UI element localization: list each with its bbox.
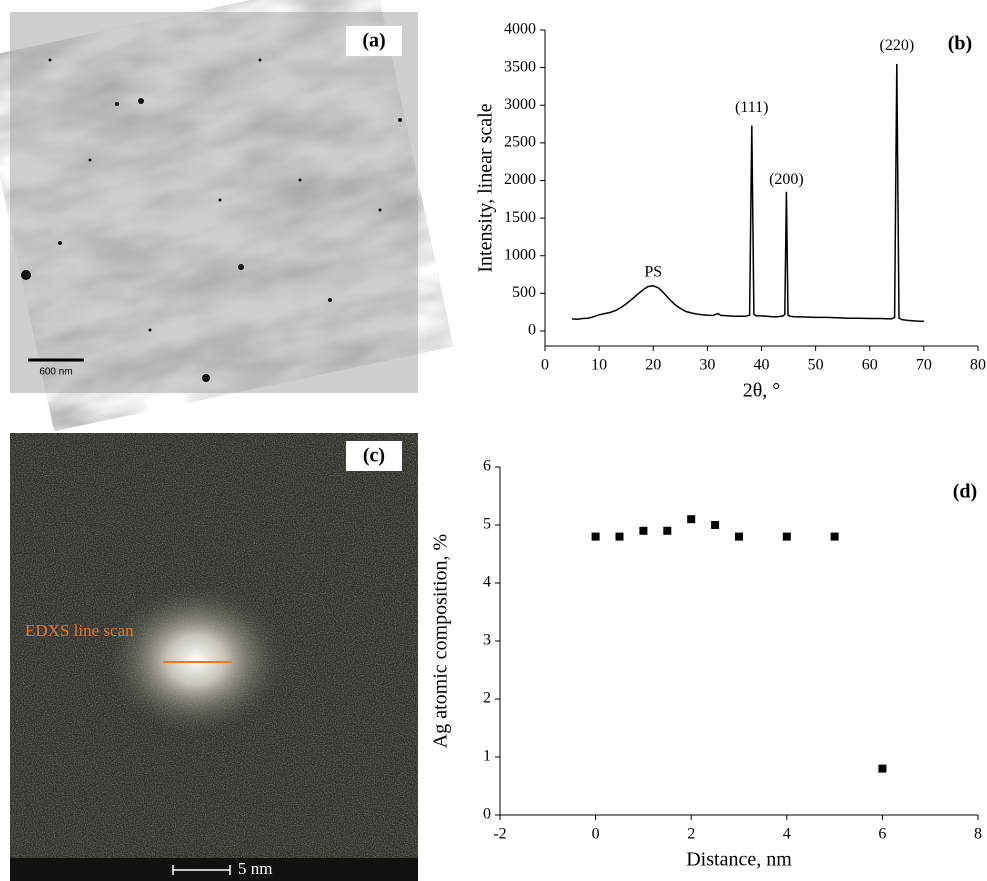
x-axis-title: 2θ, ° [743,380,781,402]
data-line [572,63,924,322]
y-tick-label: 3 [483,632,491,649]
scale-bar-label: 600 nm [39,367,72,378]
data-point [663,526,672,535]
y-tick-label: 2500 [504,134,536,151]
annotation: (200) [769,171,804,188]
y-axis-title: Intensity, linear scale [475,103,497,272]
x-tick-label: 4 [783,826,791,843]
y-tick-label: 0 [483,806,491,823]
y-tick-label: 4000 [504,21,536,38]
image-a: (a) 600 nm [0,0,454,432]
data-point [615,532,624,541]
y-tick-label: 1 [483,748,491,765]
scale-bar-label: 5 nm [238,859,272,878]
panel-label: (d) [953,481,977,503]
panel-label: (b) [948,33,972,55]
annotation: EDXS line scan [25,621,134,640]
data-point [591,532,600,541]
x-tick-label: 40 [754,357,770,374]
panel-label: (c) [363,445,385,467]
y-tick-label: 3000 [504,96,536,113]
annotation: (111) [735,99,768,116]
y-tick-label: 6 [483,458,491,475]
x-axis-title: Distance, nm [686,849,792,871]
annotation: PS [644,264,662,281]
x-tick-label: 50 [808,357,824,374]
y-tick-label: 500 [512,284,536,301]
data-point [735,532,743,541]
y-tick-label: 5 [483,516,491,533]
y-tick-label: 1500 [504,209,536,226]
x-tick-label: 60 [862,357,878,374]
x-tick-label: 0 [541,357,549,374]
panel-label: (a) [362,30,385,52]
y-tick-label: 3500 [504,58,536,75]
x-tick-label: 8 [974,826,982,843]
y-tick-label: 2000 [504,171,536,188]
data-point [687,515,696,524]
y-tick-label: 0 [528,322,536,339]
x-tick-label: 6 [878,826,886,843]
y-tick-label: 2 [483,690,491,707]
image-c: EDXS line scan (c) 5 nm [10,433,418,881]
x-tick-label: 70 [916,357,932,374]
x-tick-label: 80 [970,357,986,374]
x-tick-label: 0 [592,826,600,843]
y-tick-label: 1000 [504,246,536,263]
x-tick-label: 10 [591,357,607,374]
x-tick-label: 30 [699,357,715,374]
y-axis-title: Ag atomic composition, % [430,534,452,748]
x-tick-label: -2 [493,826,506,843]
x-tick-label: 20 [645,357,661,374]
annotation: (220) [879,37,914,54]
data-point [711,521,720,529]
x-tick-label: 2 [687,826,695,843]
data-point [878,764,887,773]
data-point [782,532,791,541]
data-point [830,532,839,541]
data-point [639,526,648,535]
y-tick-label: 4 [483,574,491,591]
